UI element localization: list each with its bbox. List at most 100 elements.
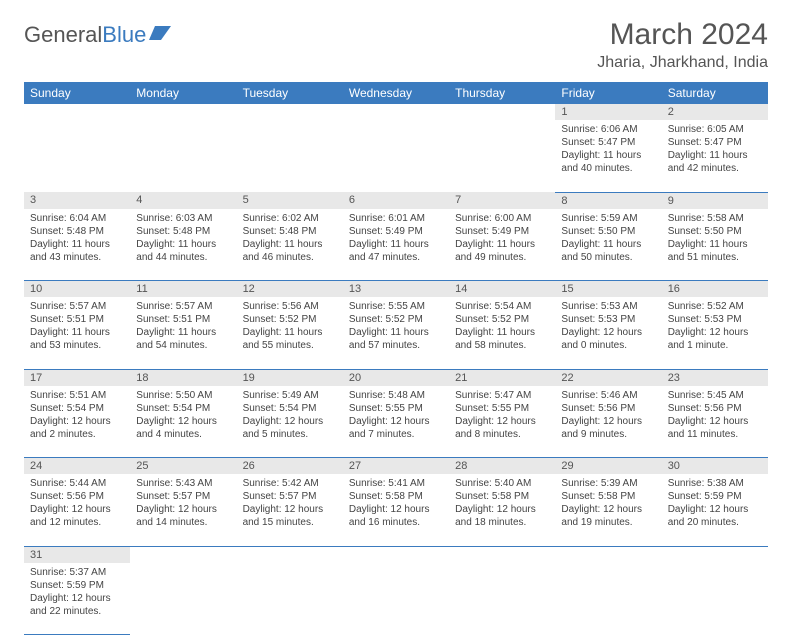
daylight-text: Daylight: 11 hours and 58 minutes. xyxy=(455,326,549,352)
daylight-text: Daylight: 12 hours and 8 minutes. xyxy=(455,415,549,441)
day-cell: Sunrise: 5:44 AMSunset: 5:56 PMDaylight:… xyxy=(24,474,130,546)
daylight-text: Daylight: 12 hours and 5 minutes. xyxy=(243,415,337,441)
page-title: March 2024 xyxy=(597,18,768,52)
day-detail: Sunrise: 5:52 AMSunset: 5:53 PMDaylight:… xyxy=(662,297,768,356)
day-cell xyxy=(343,563,449,635)
sunset-text: Sunset: 5:49 PM xyxy=(455,225,549,238)
sunrise-text: Sunrise: 6:00 AM xyxy=(455,212,549,225)
day-cell xyxy=(130,120,236,192)
day-header: Wednesday xyxy=(343,82,449,104)
day-detail: Sunrise: 6:02 AMSunset: 5:48 PMDaylight:… xyxy=(237,209,343,268)
day-number: 30 xyxy=(662,458,768,475)
day-detail: Sunrise: 5:38 AMSunset: 5:59 PMDaylight:… xyxy=(662,474,768,533)
sunset-text: Sunset: 5:55 PM xyxy=(349,402,443,415)
day-cell: Sunrise: 5:57 AMSunset: 5:51 PMDaylight:… xyxy=(24,297,130,369)
sunrise-text: Sunrise: 5:57 AM xyxy=(136,300,230,313)
day-number: 13 xyxy=(343,281,449,298)
daylight-text: Daylight: 11 hours and 49 minutes. xyxy=(455,238,549,264)
day-cell: Sunrise: 5:53 AMSunset: 5:53 PMDaylight:… xyxy=(555,297,661,369)
day-detail: Sunrise: 5:53 AMSunset: 5:53 PMDaylight:… xyxy=(555,297,661,356)
day-number xyxy=(343,546,449,563)
day-detail: Sunrise: 5:47 AMSunset: 5:55 PMDaylight:… xyxy=(449,386,555,445)
day-cell: Sunrise: 5:54 AMSunset: 5:52 PMDaylight:… xyxy=(449,297,555,369)
day-cell: Sunrise: 6:06 AMSunset: 5:47 PMDaylight:… xyxy=(555,120,661,192)
sunset-text: Sunset: 5:58 PM xyxy=(561,490,655,503)
day-number: 16 xyxy=(662,281,768,298)
day-detail: Sunrise: 5:51 AMSunset: 5:54 PMDaylight:… xyxy=(24,386,130,445)
sunset-text: Sunset: 5:57 PM xyxy=(243,490,337,503)
day-cell: Sunrise: 5:49 AMSunset: 5:54 PMDaylight:… xyxy=(237,386,343,458)
day-detail: Sunrise: 6:05 AMSunset: 5:47 PMDaylight:… xyxy=(662,120,768,179)
sunset-text: Sunset: 5:56 PM xyxy=(561,402,655,415)
daylight-text: Daylight: 11 hours and 43 minutes. xyxy=(30,238,124,264)
day-detail: Sunrise: 5:42 AMSunset: 5:57 PMDaylight:… xyxy=(237,474,343,533)
daylight-text: Daylight: 11 hours and 40 minutes. xyxy=(561,149,655,175)
day-detail: Sunrise: 5:39 AMSunset: 5:58 PMDaylight:… xyxy=(555,474,661,533)
sunrise-text: Sunrise: 5:49 AM xyxy=(243,389,337,402)
day-number: 3 xyxy=(24,192,130,209)
sunset-text: Sunset: 5:49 PM xyxy=(349,225,443,238)
sunset-text: Sunset: 5:56 PM xyxy=(668,402,762,415)
sunrise-text: Sunrise: 6:03 AM xyxy=(136,212,230,225)
location-subtitle: Jharia, Jharkhand, India xyxy=(597,54,768,72)
sunset-text: Sunset: 5:53 PM xyxy=(668,313,762,326)
day-cell: Sunrise: 5:52 AMSunset: 5:53 PMDaylight:… xyxy=(662,297,768,369)
day-cell xyxy=(24,120,130,192)
sunrise-text: Sunrise: 5:46 AM xyxy=(561,389,655,402)
day-detail: Sunrise: 5:56 AMSunset: 5:52 PMDaylight:… xyxy=(237,297,343,356)
sunset-text: Sunset: 5:48 PM xyxy=(243,225,337,238)
sunset-text: Sunset: 5:53 PM xyxy=(561,313,655,326)
sunrise-text: Sunrise: 5:42 AM xyxy=(243,477,337,490)
day-cell: Sunrise: 5:56 AMSunset: 5:52 PMDaylight:… xyxy=(237,297,343,369)
day-detail: Sunrise: 5:54 AMSunset: 5:52 PMDaylight:… xyxy=(449,297,555,356)
day-cell: Sunrise: 5:46 AMSunset: 5:56 PMDaylight:… xyxy=(555,386,661,458)
daylight-text: Daylight: 11 hours and 42 minutes. xyxy=(668,149,762,175)
day-cell: Sunrise: 5:50 AMSunset: 5:54 PMDaylight:… xyxy=(130,386,236,458)
sunset-text: Sunset: 5:58 PM xyxy=(455,490,549,503)
day-cell: Sunrise: 5:40 AMSunset: 5:58 PMDaylight:… xyxy=(449,474,555,546)
day-detail: Sunrise: 5:41 AMSunset: 5:58 PMDaylight:… xyxy=(343,474,449,533)
daylight-text: Daylight: 11 hours and 44 minutes. xyxy=(136,238,230,264)
day-cell: Sunrise: 5:59 AMSunset: 5:50 PMDaylight:… xyxy=(555,209,661,281)
day-number: 2 xyxy=(662,104,768,120)
day-number: 29 xyxy=(555,458,661,475)
sunrise-text: Sunrise: 5:41 AM xyxy=(349,477,443,490)
day-number xyxy=(237,546,343,563)
brand-logo: GeneralBlue xyxy=(24,22,171,48)
sunrise-text: Sunrise: 6:06 AM xyxy=(561,123,655,136)
daylight-text: Daylight: 12 hours and 0 minutes. xyxy=(561,326,655,352)
day-detail: Sunrise: 6:06 AMSunset: 5:47 PMDaylight:… xyxy=(555,120,661,179)
daylight-text: Daylight: 11 hours and 46 minutes. xyxy=(243,238,337,264)
daylight-text: Daylight: 12 hours and 20 minutes. xyxy=(668,503,762,529)
day-detail: Sunrise: 5:44 AMSunset: 5:56 PMDaylight:… xyxy=(24,474,130,533)
day-detail: Sunrise: 5:46 AMSunset: 5:56 PMDaylight:… xyxy=(555,386,661,445)
day-cell: Sunrise: 6:00 AMSunset: 5:49 PMDaylight:… xyxy=(449,209,555,281)
day-number: 9 xyxy=(662,192,768,209)
daylight-text: Daylight: 12 hours and 11 minutes. xyxy=(668,415,762,441)
sunset-text: Sunset: 5:54 PM xyxy=(136,402,230,415)
sunset-text: Sunset: 5:52 PM xyxy=(243,313,337,326)
day-number: 1 xyxy=(555,104,661,120)
day-cell: Sunrise: 5:41 AMSunset: 5:58 PMDaylight:… xyxy=(343,474,449,546)
day-detail: Sunrise: 5:59 AMSunset: 5:50 PMDaylight:… xyxy=(555,209,661,268)
sunrise-text: Sunrise: 5:52 AM xyxy=(668,300,762,313)
sunrise-text: Sunrise: 5:54 AM xyxy=(455,300,549,313)
sunset-text: Sunset: 5:47 PM xyxy=(561,136,655,149)
day-number: 22 xyxy=(555,369,661,386)
day-number xyxy=(237,104,343,120)
day-cell xyxy=(662,563,768,635)
daylight-text: Daylight: 11 hours and 47 minutes. xyxy=(349,238,443,264)
sunset-text: Sunset: 5:48 PM xyxy=(136,225,230,238)
day-number: 10 xyxy=(24,281,130,298)
flag-icon xyxy=(149,22,171,48)
calendar-body: 12Sunrise: 6:06 AMSunset: 5:47 PMDayligh… xyxy=(24,104,768,635)
sunrise-text: Sunrise: 5:50 AM xyxy=(136,389,230,402)
sunrise-text: Sunrise: 6:01 AM xyxy=(349,212,443,225)
daylight-text: Daylight: 12 hours and 4 minutes. xyxy=(136,415,230,441)
day-cell: Sunrise: 5:48 AMSunset: 5:55 PMDaylight:… xyxy=(343,386,449,458)
day-number: 26 xyxy=(237,458,343,475)
sunset-text: Sunset: 5:58 PM xyxy=(349,490,443,503)
day-number: 27 xyxy=(343,458,449,475)
day-number xyxy=(449,104,555,120)
day-cell: Sunrise: 6:02 AMSunset: 5:48 PMDaylight:… xyxy=(237,209,343,281)
